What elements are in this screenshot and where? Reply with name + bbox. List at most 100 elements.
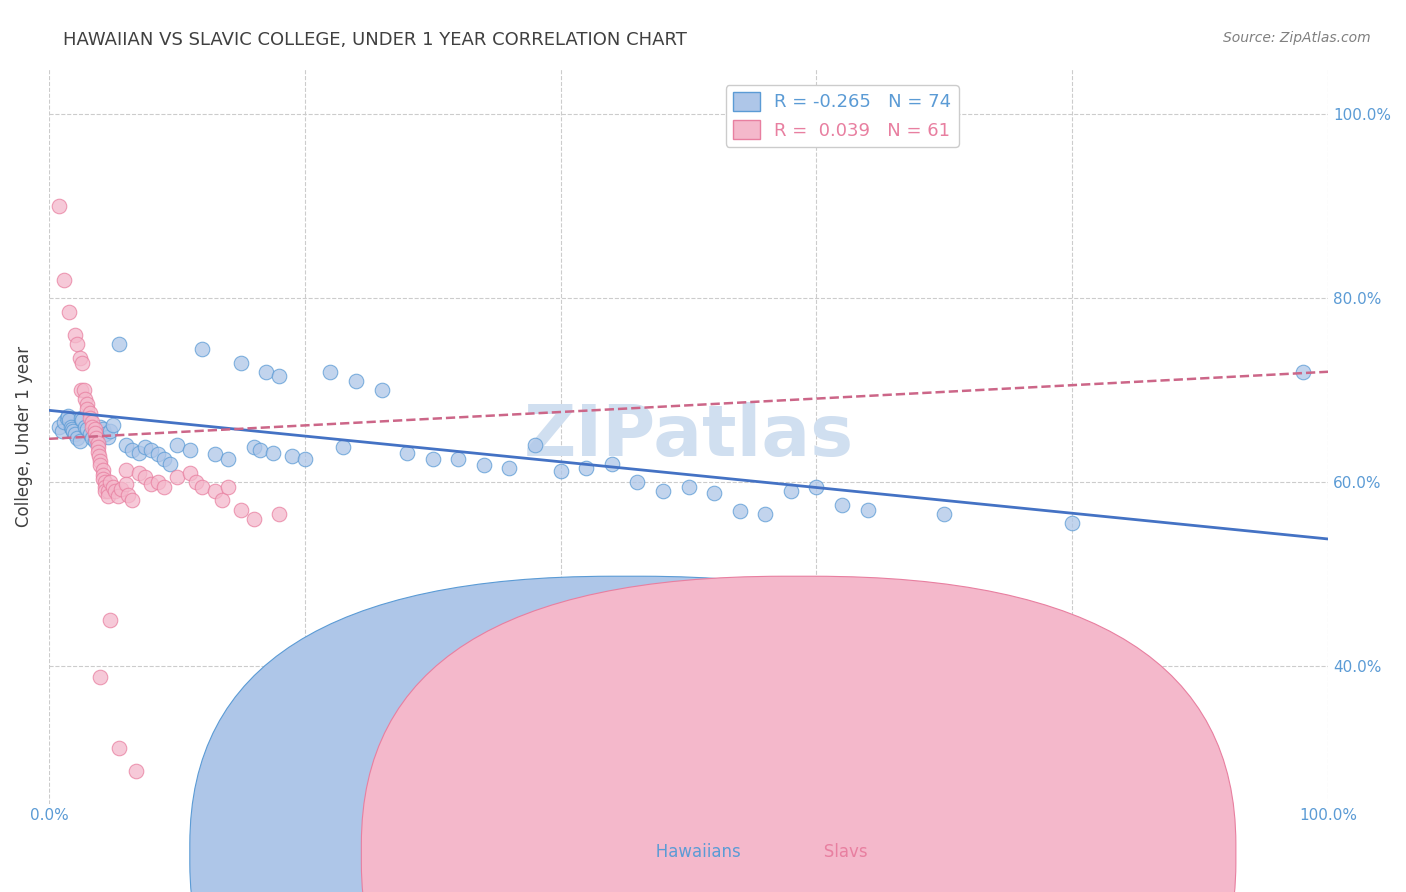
Point [179, 442, 201, 457]
Point [70, 383, 93, 397]
Point [741, 677, 763, 691]
Point [70, 410, 93, 425]
Point [1291, 365, 1313, 379]
Text: HAWAIIAN VS SLAVIC COLLEGE, UNDER 1 YEAR CORRELATION CHART: HAWAIIAN VS SLAVIC COLLEGE, UNDER 1 YEAR… [63, 31, 688, 49]
Point [217, 480, 239, 494]
Point [204, 447, 226, 461]
Point [97, 489, 120, 503]
Point [422, 452, 444, 467]
Point [53, 273, 76, 287]
Point [76, 422, 98, 436]
Point [56, 409, 79, 423]
Point [73, 392, 96, 407]
Point [91, 422, 114, 436]
Point [242, 440, 264, 454]
Point [114, 476, 136, 491]
Text: Source: ZipAtlas.com: Source: ZipAtlas.com [1223, 31, 1371, 45]
Point [66, 431, 89, 445]
Point [249, 442, 271, 457]
Point [269, 369, 291, 384]
Point [89, 458, 111, 473]
Point [128, 445, 150, 459]
Point [86, 435, 108, 450]
Point [84, 426, 107, 441]
Point [153, 480, 176, 494]
Point [652, 484, 675, 499]
Point [269, 507, 291, 521]
Point [191, 342, 214, 356]
Point [69, 434, 91, 448]
Point [211, 493, 233, 508]
Point [678, 480, 700, 494]
Point [89, 670, 111, 684]
Point [159, 457, 181, 471]
Point [73, 420, 96, 434]
Point [498, 461, 520, 475]
Point [472, 458, 495, 473]
Point [524, 438, 547, 452]
Point [125, 764, 148, 779]
Point [97, 430, 120, 444]
Point [703, 486, 725, 500]
Point [86, 436, 108, 450]
Point [84, 422, 107, 436]
Point [754, 507, 776, 521]
Point [100, 425, 122, 439]
Point [51, 425, 73, 439]
Point [166, 438, 188, 452]
Point [191, 480, 214, 494]
Point [370, 383, 392, 397]
Point [254, 365, 277, 379]
Point [94, 484, 117, 499]
Point [58, 412, 80, 426]
Point [59, 420, 82, 434]
Point [134, 470, 156, 484]
Text: Slavs: Slavs [787, 843, 868, 861]
Point [184, 475, 207, 489]
Point [63, 427, 86, 442]
Point [146, 475, 169, 489]
Text: ZIPatlas: ZIPatlas [523, 401, 853, 471]
Point [60, 422, 83, 436]
Point [396, 445, 419, 459]
Point [114, 438, 136, 452]
Point [728, 504, 751, 518]
Point [319, 365, 342, 379]
Point [242, 512, 264, 526]
Point [128, 466, 150, 480]
Point [229, 502, 252, 516]
Point [72, 383, 94, 397]
Point [780, 484, 803, 499]
Point [344, 374, 367, 388]
Point [110, 483, 132, 497]
Point [121, 493, 143, 508]
Point [66, 337, 89, 351]
Point [262, 445, 284, 459]
Point [107, 489, 129, 503]
Point [153, 452, 176, 467]
Point [94, 480, 117, 494]
Point [856, 502, 879, 516]
Point [79, 410, 101, 425]
Point [62, 424, 84, 438]
Text: Hawaiians: Hawaiians [619, 843, 741, 861]
Point [79, 427, 101, 442]
Point [134, 440, 156, 454]
Point [79, 406, 101, 420]
Point [58, 305, 80, 319]
Point [141, 442, 163, 457]
Point [70, 355, 93, 369]
Point [53, 415, 76, 429]
Point [806, 480, 828, 494]
Point [600, 457, 623, 471]
Point [87, 450, 110, 464]
Point [104, 484, 127, 499]
Point [101, 418, 124, 433]
Y-axis label: College, Under 1 year: College, Under 1 year [15, 345, 32, 526]
Point [229, 355, 252, 369]
Point [86, 444, 108, 458]
Point [121, 442, 143, 457]
Point [89, 420, 111, 434]
Point [82, 420, 104, 434]
Point [84, 434, 107, 448]
